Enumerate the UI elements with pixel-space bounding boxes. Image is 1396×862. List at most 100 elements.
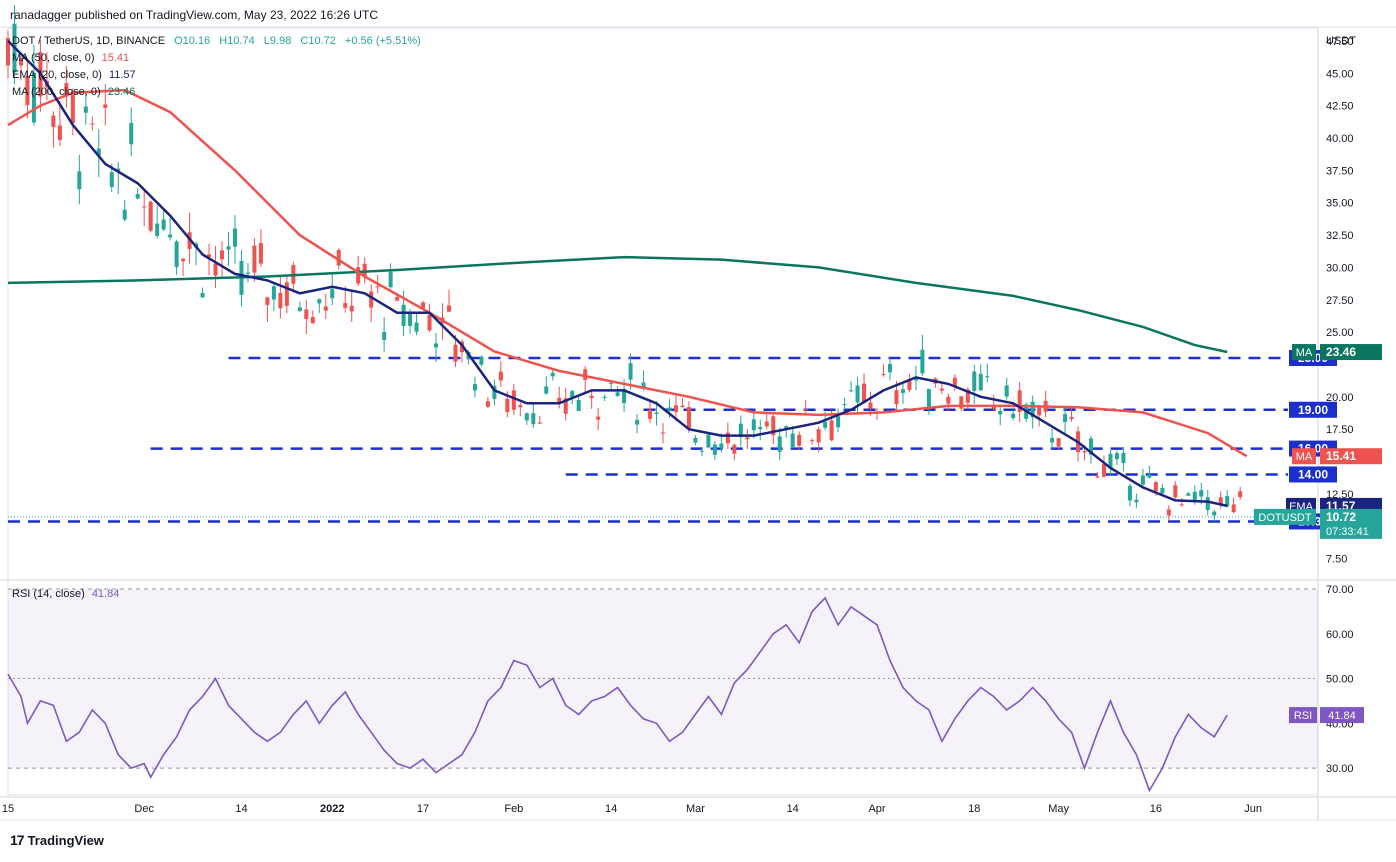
candle-body	[907, 380, 912, 391]
candle-body	[57, 125, 62, 141]
candle-body	[174, 241, 179, 268]
candle-body	[90, 123, 95, 125]
candle-body	[803, 409, 808, 411]
candle-body	[284, 282, 289, 306]
price-badge-tag-label: MA	[1296, 451, 1313, 463]
candle-body	[1212, 511, 1217, 516]
candle-body	[168, 234, 173, 238]
candle-body	[258, 243, 263, 264]
price-badge-value-label: 23.46	[1326, 345, 1356, 359]
candle-body	[557, 397, 562, 404]
candle-body	[1218, 497, 1223, 504]
legend-ma200[interactable]: MA (200, close, 0) 23.46	[12, 86, 135, 98]
candle-body	[297, 307, 302, 312]
candle-body	[142, 206, 147, 208]
candle-body	[732, 444, 737, 454]
price-tick-label: 20.00	[1326, 392, 1354, 404]
legend-ma50-value: 15.41	[101, 52, 130, 64]
publisher-line: ranadagger published on TradingView.com,…	[10, 8, 379, 22]
candle-body	[382, 332, 387, 340]
candle-body	[518, 405, 523, 408]
candle-body	[1069, 417, 1074, 420]
candle-body	[1011, 413, 1016, 419]
candle-body	[18, 58, 23, 66]
candle-body	[1114, 453, 1119, 460]
candle-body	[421, 302, 426, 309]
candle-body	[213, 263, 218, 276]
candle-body	[972, 371, 977, 391]
price-tick-label: 30.00	[1326, 262, 1354, 274]
candle-body	[680, 405, 685, 408]
candle-body	[414, 322, 419, 332]
time-tick-label: 18	[968, 803, 980, 815]
candle-body	[1095, 476, 1100, 478]
time-tick-label: 14	[605, 803, 617, 815]
rsi-badge-tag	[1289, 707, 1317, 724]
candle-body	[939, 388, 944, 391]
candle-body	[155, 223, 160, 236]
candle-body	[563, 398, 568, 414]
candle-body	[304, 309, 309, 320]
tradingview-logo[interactable]: 17 TradingView	[10, 832, 104, 848]
candle-body	[1127, 485, 1132, 501]
price-tick-label: 17.50	[1326, 424, 1354, 436]
time-tick-label: 17	[417, 803, 429, 815]
candle-body	[70, 94, 75, 124]
candle-body	[1192, 491, 1197, 501]
candle-body	[1147, 474, 1152, 478]
candle-body	[648, 409, 653, 419]
time-tick-label: Dec	[134, 803, 154, 815]
legend-ema20[interactable]: EMA (20, close, 0) 11.57	[12, 69, 136, 81]
legend-rsi-value: 41.84	[91, 588, 120, 600]
candle-body	[615, 392, 620, 396]
candle-body	[310, 317, 315, 324]
candle-body	[719, 443, 724, 449]
candle-body	[1121, 452, 1126, 464]
candle-body	[388, 271, 393, 288]
candle-body	[1017, 390, 1022, 412]
candle-body	[356, 267, 361, 284]
candle-body	[505, 398, 510, 412]
candle-body	[25, 75, 30, 106]
candle-body	[1199, 490, 1204, 497]
candle-body	[252, 245, 257, 273]
candle-body	[881, 374, 886, 376]
symbol-legend: DOT / TetherUS, 1D, BINANCE O10.16 H10.7…	[12, 35, 421, 47]
candle-body	[712, 444, 717, 455]
candle-body	[998, 411, 1003, 415]
candle-body	[265, 297, 270, 305]
price-badge-value-label: 15.41	[1326, 449, 1356, 463]
candle-body	[64, 83, 69, 97]
legend-ema20-name: EMA (20, close, 0)	[12, 69, 102, 81]
candle-body	[498, 371, 503, 381]
price-badge-value-label: 10.72	[1326, 510, 1356, 524]
candle-body	[1050, 438, 1055, 443]
legend-rsi[interactable]: RSI (14, close) 41.84	[12, 588, 119, 600]
candle-body	[492, 385, 497, 399]
candle-body	[1166, 509, 1171, 516]
price-tick-label: 40.00	[1326, 133, 1354, 145]
candle-body	[116, 168, 121, 172]
candle-body	[1056, 438, 1061, 447]
rsi-tick-label: 60.00	[1326, 629, 1354, 641]
candle-body	[31, 72, 36, 123]
candle-body	[135, 194, 140, 199]
price-tick-label: 25.00	[1326, 327, 1354, 339]
candle-body	[965, 389, 970, 403]
price-badge-tag-ma	[1292, 448, 1316, 465]
price-unit-label: USDT	[1326, 35, 1356, 47]
price-badge-value-dotusdt	[1320, 508, 1382, 539]
ema20-line	[7, 40, 1228, 508]
legend-ma50[interactable]: MA (50, close, 0) 15.41	[12, 52, 129, 64]
candle-body	[401, 304, 406, 326]
candle-body	[122, 209, 127, 220]
candle-body	[83, 106, 88, 113]
legend-ema20-value: 11.57	[108, 69, 136, 81]
candle-body	[395, 297, 400, 301]
candle-body	[349, 305, 354, 312]
candle-body	[1004, 385, 1009, 397]
candle-body	[777, 436, 782, 452]
candle-body	[758, 427, 763, 430]
candle-body	[699, 450, 704, 452]
